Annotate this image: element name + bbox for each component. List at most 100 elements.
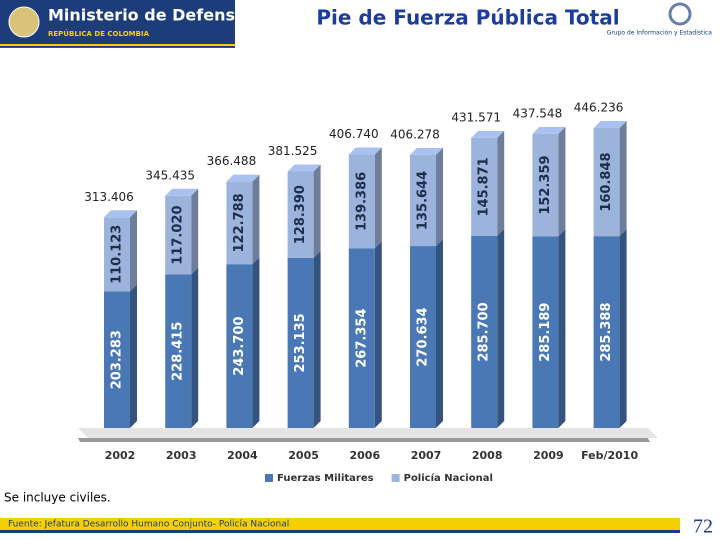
- bar: [410, 246, 436, 428]
- bar-side: [558, 126, 566, 237]
- note: Se incluye civiles.: [4, 491, 111, 505]
- total-label: 446.236: [574, 101, 624, 115]
- legend-label: Policía Nacional: [404, 472, 493, 484]
- bar-side: [313, 250, 321, 428]
- bar: [226, 181, 253, 265]
- bar-top: [410, 147, 443, 155]
- group-name: Grupo de Información y Estadística: [607, 30, 713, 37]
- page-number: 72: [693, 516, 713, 538]
- bar: [532, 133, 559, 237]
- bar: [348, 248, 375, 428]
- data-label: 145.871: [477, 157, 492, 216]
- bar-side: [252, 174, 260, 265]
- bar-top: [471, 130, 505, 138]
- flag-blue: [0, 46, 235, 47]
- bar: [165, 195, 192, 275]
- bar-top: [348, 147, 382, 155]
- total-label: 345.435: [145, 168, 195, 182]
- emblem: [8, 6, 40, 38]
- source: Fuente: Jefatura Desarrollo Humano Conju…: [8, 520, 289, 530]
- bar-top: [287, 164, 321, 172]
- bar: [532, 236, 559, 428]
- x-tick-label: 2003: [166, 449, 197, 462]
- bar-side: [374, 241, 382, 428]
- flag-yellow: [0, 44, 235, 46]
- data-label: 253.135: [293, 313, 308, 372]
- bar-side: [497, 130, 505, 236]
- floor-edge: [78, 438, 650, 442]
- bar: [104, 217, 130, 292]
- data-label: 267.354: [354, 309, 369, 368]
- total-label: 431.571: [451, 110, 501, 124]
- ministry: Ministerio de Defensa Nacional: [48, 6, 329, 25]
- bar-side: [313, 164, 321, 258]
- legend-swatch: [265, 474, 273, 482]
- x-tick-label: 2009: [533, 449, 564, 462]
- total-label: 406.278: [390, 127, 440, 141]
- bar-side: [374, 147, 382, 249]
- x-tick-label: 2005: [288, 449, 319, 462]
- bar-side: [130, 284, 137, 428]
- bar-side: [619, 121, 627, 237]
- bar: [226, 264, 253, 428]
- bar: [471, 137, 498, 236]
- bar-side: [619, 229, 627, 428]
- legend-swatch: [391, 474, 400, 482]
- x-tick-label: 2004: [227, 449, 258, 462]
- data-label: 128.390: [293, 185, 308, 244]
- data-label: 122.788: [232, 193, 247, 252]
- bar-side: [436, 239, 443, 428]
- data-label: 228.415: [171, 322, 186, 381]
- footer-band: [0, 518, 680, 530]
- total-label: 366.488: [207, 154, 257, 168]
- total-label: 313.406: [84, 190, 134, 204]
- data-label: 117.020: [171, 205, 186, 264]
- x-tick-label: 2006: [349, 449, 380, 462]
- bar: [593, 128, 620, 237]
- bar-top: [226, 174, 260, 182]
- bar: [471, 235, 498, 428]
- data-label: 152.359: [538, 155, 553, 214]
- flag-red: [0, 47, 235, 48]
- data-label: 285.388: [599, 302, 614, 361]
- bar: [287, 171, 314, 258]
- bar-side: [191, 188, 199, 275]
- data-label: 270.634: [416, 307, 431, 366]
- bar: [104, 291, 130, 428]
- bar-side: [436, 147, 443, 247]
- data-label: 160.848: [599, 152, 614, 211]
- footer-line: [0, 530, 680, 533]
- data-label: 243.700: [232, 316, 247, 375]
- data-label: 203.283: [110, 330, 125, 389]
- bar-side: [252, 257, 260, 428]
- bar-top: [165, 188, 199, 196]
- floor: [78, 428, 658, 438]
- legend-label: Fuerzas Militares: [277, 473, 374, 484]
- x-tick-label: 2007: [411, 449, 442, 462]
- bar: [165, 274, 192, 428]
- data-label: 135.644: [416, 171, 431, 230]
- bar: [410, 154, 436, 247]
- x-tick-label: Feb/2010: [581, 449, 638, 462]
- bar-top: [104, 210, 137, 218]
- data-label: 110.123: [110, 225, 125, 284]
- bar-top: [593, 121, 627, 128]
- bar-side: [497, 228, 505, 428]
- bar-top: [532, 126, 566, 134]
- x-tick-label: 2002: [105, 449, 136, 462]
- bar: [593, 236, 620, 428]
- total-label: 381.525: [268, 144, 318, 158]
- group-logo: [668, 2, 692, 26]
- chart-title: Pie de Fuerza Pública Total: [316, 6, 619, 30]
- country: REPÚBLICA DE COLOMBIA: [48, 29, 150, 38]
- bar-side: [558, 229, 566, 428]
- x-tick-label: 2008: [472, 449, 503, 462]
- bar: [287, 257, 314, 428]
- total-label: 437.548: [513, 106, 563, 120]
- bar-side: [191, 267, 199, 428]
- data-label: 285.189: [538, 303, 553, 362]
- bar-side: [130, 210, 137, 292]
- data-label: 285.700: [477, 302, 492, 361]
- data-label: 139.386: [354, 172, 369, 231]
